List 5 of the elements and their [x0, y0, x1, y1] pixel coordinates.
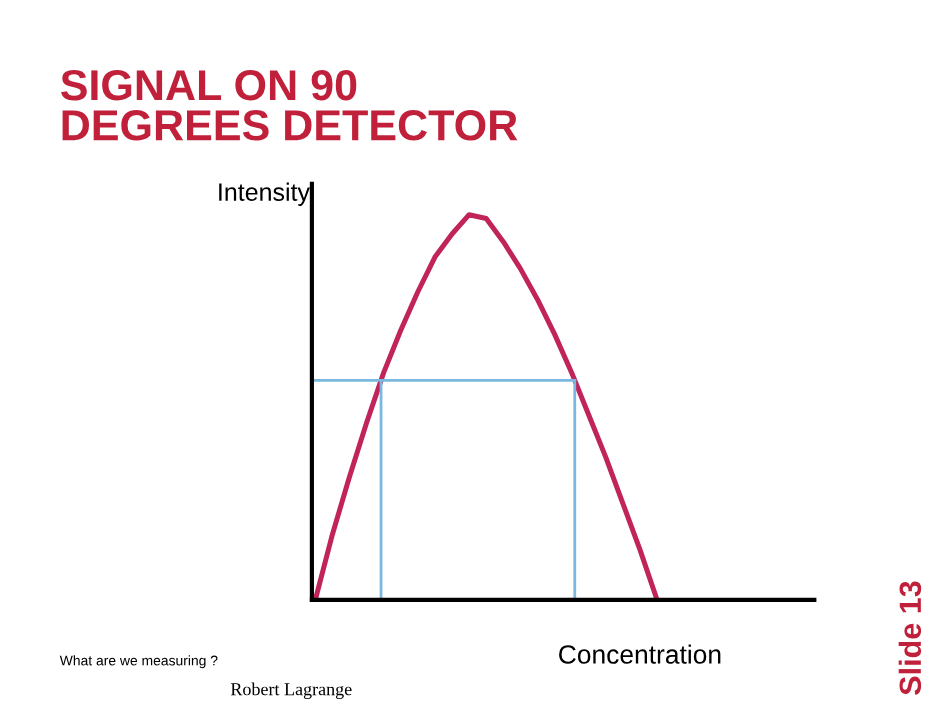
text: Robert Lagrange	[230, 682, 352, 700]
text: Slide 13	[898, 581, 922, 695]
chart-title: SIGNAL ON 90 DEGREES DETECTOR	[60, 69, 518, 141]
y-axis-title: Intensity	[219, 182, 310, 206]
x-axis-title: Concentration	[559, 644, 721, 664]
